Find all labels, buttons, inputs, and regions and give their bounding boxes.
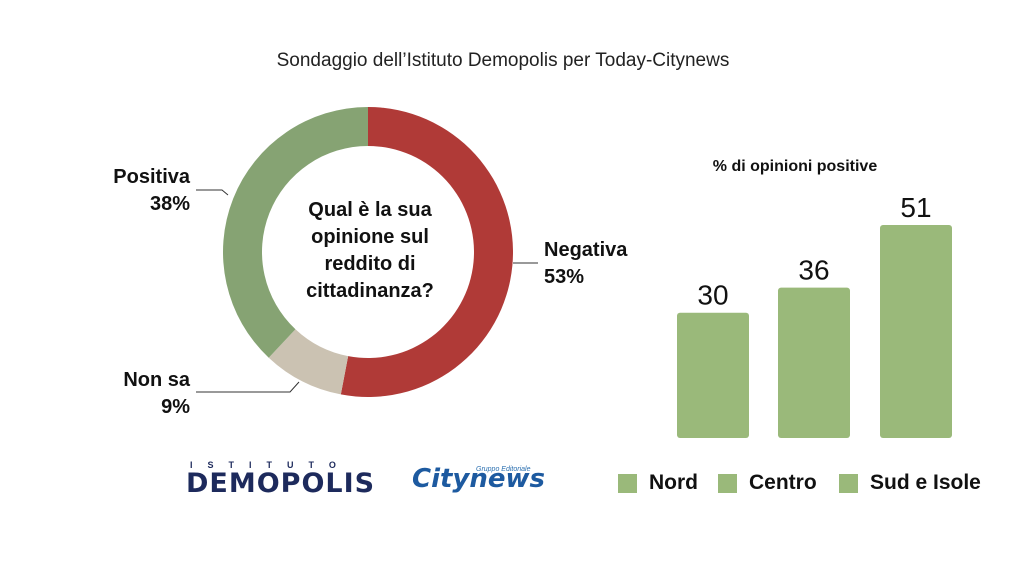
label-positiva: Positiva 38% — [90, 164, 190, 218]
bar-centro — [778, 287, 850, 438]
legend-swatch — [839, 473, 858, 493]
bar-value-label: 51 — [900, 192, 931, 223]
demopolis-logo-small-text: ISTITUTO — [190, 460, 351, 470]
question-line: cittadinanza? — [306, 280, 434, 302]
demopolis-logo-text: DEMOPOLIS — [186, 468, 376, 499]
question-line: opinione sul — [311, 226, 429, 248]
donut-slice-non-sa — [268, 329, 349, 395]
label-positiva-name: Positiva — [113, 166, 190, 188]
demopolis-logo: ISTITUTO DEMOPOLIS — [186, 460, 396, 499]
label-negativa-name: Negativa — [544, 239, 628, 261]
donut-slice-negativa — [340, 107, 514, 397]
bar-value-label: 36 — [798, 255, 829, 286]
citynews-logo-text: Citynews — [412, 464, 545, 494]
citynews-logo: Gruppo Editoriale Citynews — [412, 460, 545, 500]
bar-sud-e-isole — [880, 225, 952, 438]
label-positiva-value: 38% — [149, 193, 190, 215]
label-non-sa-value: 9% — [161, 396, 190, 418]
citynews-logo-tagline: Gruppo Editoriale — [476, 466, 531, 473]
legend-swatch — [618, 473, 637, 493]
bar-nord — [677, 312, 749, 438]
citynews-logo-city: City — [412, 464, 470, 494]
donut-slice-positiva — [223, 107, 368, 358]
leader-line-positiva — [196, 189, 229, 196]
question-line: reddito di — [324, 253, 416, 275]
legend-item-centro: Centro — [718, 468, 817, 498]
legend-swatch — [718, 473, 737, 493]
legend-label: Nord — [649, 471, 698, 494]
label-negativa-value: 53% — [544, 266, 585, 288]
citynews-logo-news: news — [469, 464, 546, 494]
chart-title: Sondaggio dell’Istituto Demopolis per To… — [276, 50, 730, 71]
label-non-sa: Non sa 9% — [90, 367, 190, 421]
legend-label: Sud e Isole — [870, 471, 981, 494]
label-negativa: Negativa 53% — [544, 237, 627, 291]
donut-center-question: Qual è la sua opinione sul reddito di ci… — [280, 197, 460, 305]
question-line: Qual è la sua — [308, 199, 432, 221]
legend-label: Centro — [749, 471, 817, 494]
legend-item-sud-e-isole: Sud e Isole — [839, 468, 981, 498]
legend-item-nord: Nord — [618, 468, 698, 498]
bar-chart-title: % di opinioni positive — [712, 158, 878, 175]
bar-value-label: 30 — [697, 280, 728, 311]
leader-line-non-sa — [196, 381, 300, 393]
label-non-sa-name: Non sa — [123, 369, 190, 391]
